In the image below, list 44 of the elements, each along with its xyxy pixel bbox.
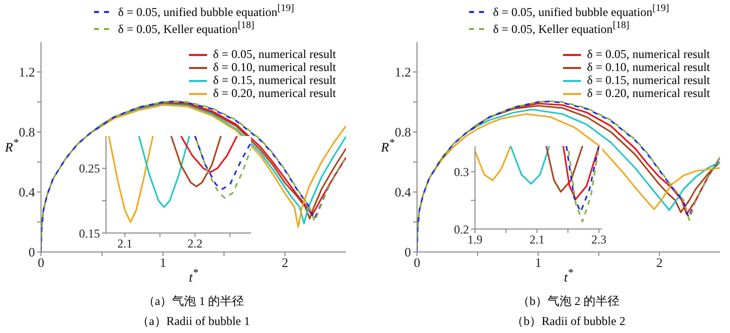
line-series: [138, 136, 190, 208]
y-tick-label: 1.2: [394, 64, 411, 80]
legend-label: δ = 0.05, unified bubble equation$^{[19]}$: [492, 3, 670, 20]
legend-label: δ = 0.05, numerical result: [586, 47, 710, 62]
y-tick-label: 0.4: [394, 184, 412, 200]
text: （a）气泡 1 的半径: [142, 293, 246, 310]
y-tick-label: 1.2: [18, 64, 35, 80]
x-tick-label: 2.3: [591, 232, 606, 247]
legend-label: δ = 0.15, numerical result: [212, 73, 336, 88]
legend-label: δ = 0.05, unified bubble equation$^{[19]}$: [118, 3, 294, 20]
legend-label: δ = 0.10, numerical result: [586, 60, 710, 75]
legend-label: δ = 0.15, numerical result: [586, 73, 710, 88]
line-series: [170, 136, 222, 188]
line-series: [108, 136, 154, 223]
legend-label: δ = 0.05, Keller equation$^{[18]}$: [118, 20, 254, 37]
x-tick-label: 1.9: [468, 232, 482, 247]
y-axis-title: R$^{*}$: [5, 136, 18, 155]
legend-label: δ = 0.20, numerical result: [212, 86, 336, 101]
x-tick-label: 1: [534, 255, 542, 270]
text: （a）Radii of bubble 1: [136, 313, 251, 330]
legend-label: δ = 0.20, numerical result: [586, 86, 710, 101]
x-tick-label: 2: [656, 255, 663, 270]
x-tick-label: 2.2: [187, 236, 202, 251]
legend-label: δ = 0.10, numerical result: [212, 60, 336, 75]
text: （b）Radii of bubble 2: [510, 313, 626, 330]
y-tick-label: 0.8: [18, 124, 35, 140]
x-axis-title: t$^{*}$: [188, 267, 198, 284]
y-tick-label: 0.8: [394, 124, 411, 140]
y-axis-title: R$^{*}$: [381, 136, 394, 155]
y-tick-label: 0.25: [79, 162, 100, 176]
line-series: [180, 136, 238, 174]
y-tick-label: 0.2: [454, 222, 469, 236]
x-tick-label: 2.1: [117, 236, 132, 251]
x-tick-label: 1: [160, 255, 166, 270]
x-axis-title: t$^{*}$: [564, 267, 574, 284]
y-tick-label: 0.15: [79, 226, 100, 240]
legend-label: δ = 0.05, numerical result: [212, 47, 336, 62]
x-tick-label: 2.1: [529, 232, 544, 247]
x-tick-label: 2: [282, 255, 288, 270]
line-series: [475, 146, 512, 182]
legend-label: δ = 0.05, Keller equation$^{[18]}$: [492, 20, 630, 37]
y-tick-label: 0.4: [18, 184, 36, 200]
y-tick-label: 0.3: [454, 165, 469, 180]
text: （b）气泡 2 的半径: [516, 293, 620, 310]
